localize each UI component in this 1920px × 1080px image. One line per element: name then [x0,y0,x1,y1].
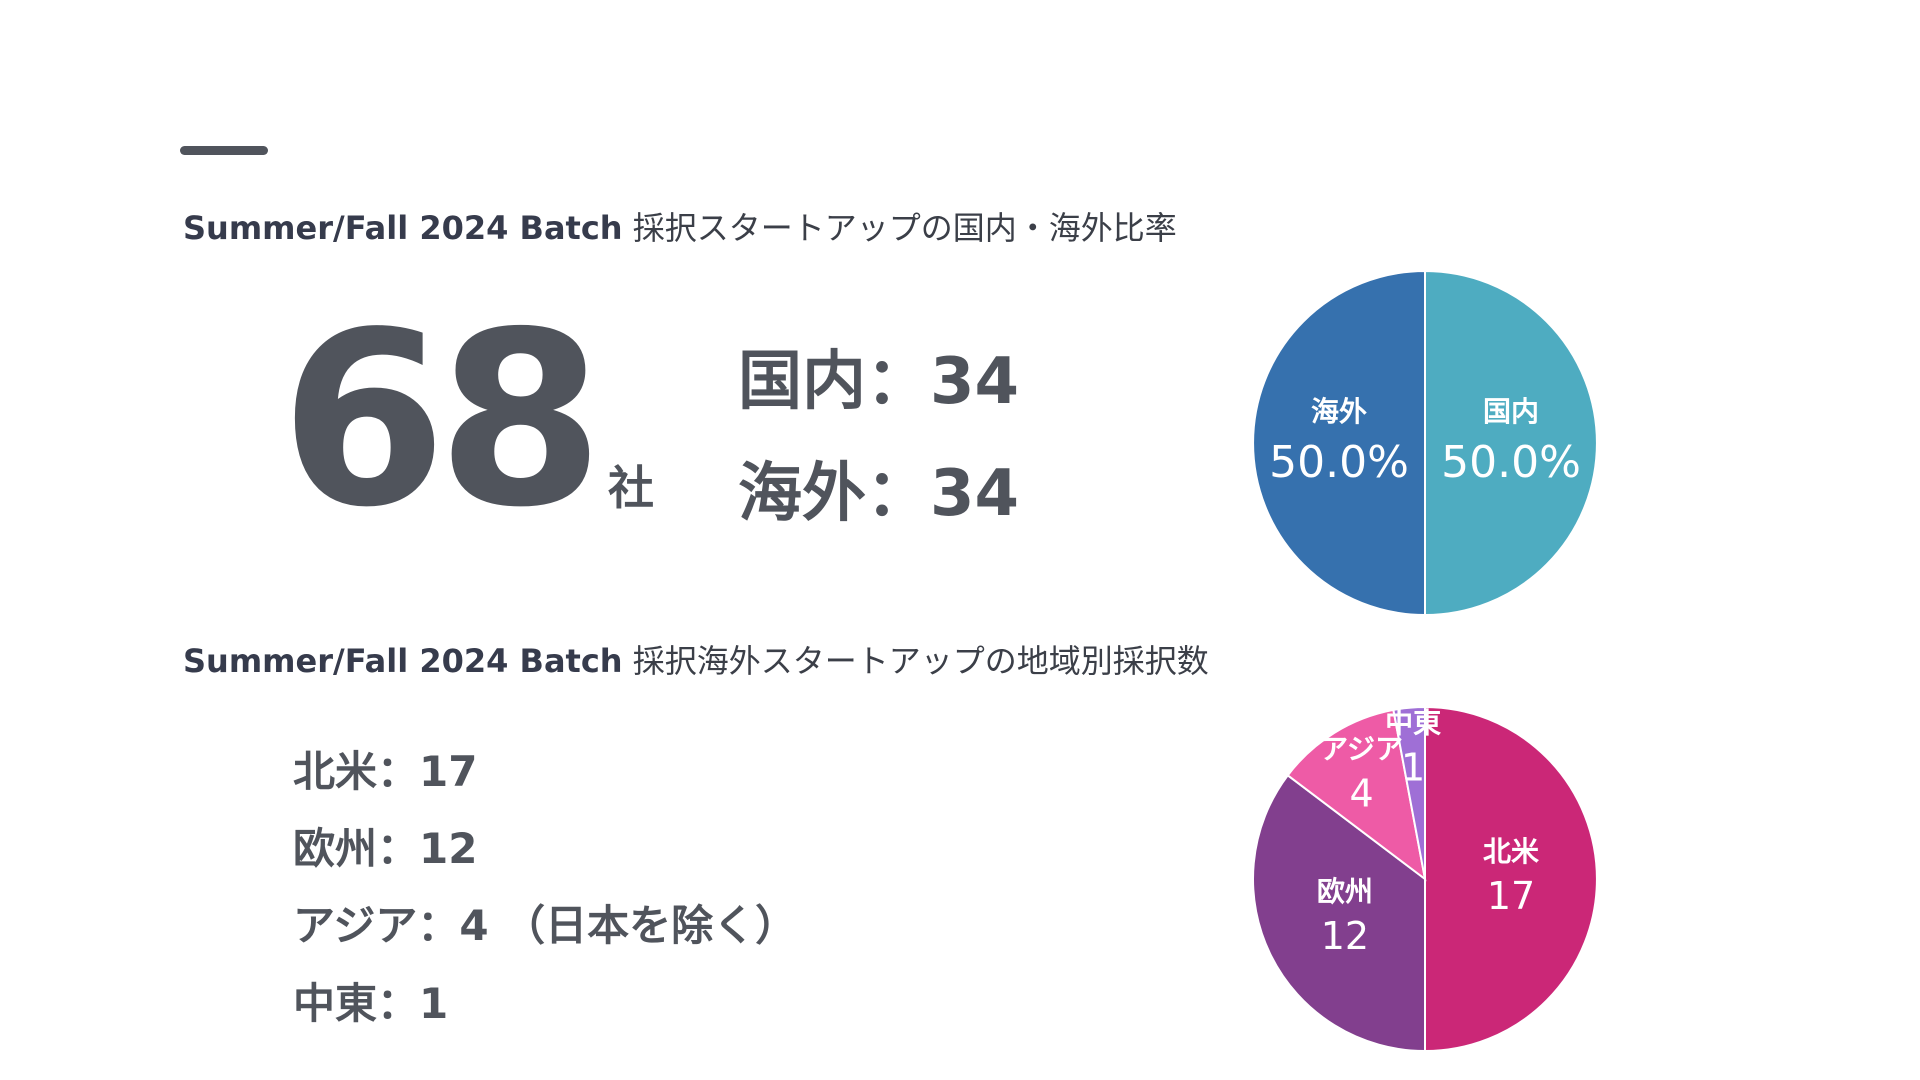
total-count: 68 社 [280,300,654,540]
pie-slice [1252,773,1426,1053]
region-north-america: 北米：17 [293,747,478,796]
section-heading-regions: Summer/Fall 2024 Batch 採択海外スタートアップの地域別採択… [183,636,1209,682]
pie-slice-name: 中東 [1385,707,1441,740]
pie-slice-value: 50.0% [1269,437,1409,488]
pie-slice-label: 北米 17 [1483,835,1539,918]
pie-slice [1252,269,1426,617]
pie-slice-name: 欧州 [1317,875,1373,908]
heading-batch-name: Summer/Fall 2024 Batch [183,642,623,680]
section-heading-ratio: Summer/Fall 2024 Batch 採択スタートアップの国内・海外比率 [183,203,1177,249]
pie-slice-name: 海外 [1311,395,1367,428]
region-pie-chart: 北米 17 欧州 12 アジア 4 中東 1 [1252,705,1598,1053]
heading-title: 採択スタートアップの国内・海外比率 [632,209,1177,247]
pie-slice-value: 4 [1350,772,1374,816]
total-unit: 社 [607,461,654,515]
pie-slice-name: 国内 [1483,395,1539,428]
pie-slice-label: 欧州 12 [1317,875,1373,958]
accent-bar [180,146,268,155]
region-asia: アジア：4 （日本を除く） [293,901,798,950]
pie-slice-label: 国内 50.0% [1441,395,1581,488]
pie-slice-label: 海外 50.0% [1269,395,1409,488]
total-number: 68 [280,280,604,560]
pie-slice-value: 50.0% [1441,437,1581,488]
heading-title: 採択海外スタートアップの地域別採択数 [632,642,1209,680]
overseas-count: 海外：34 [738,457,1020,531]
pie-slice-label: 中東 1 [1385,707,1441,790]
pie-slice-value: 12 [1321,914,1369,958]
pie-slice-name: アジア [1320,733,1403,766]
region-middle-east: 中東：1 [293,979,449,1028]
pie-slice-value: 1 [1401,746,1425,790]
domestic-count: 国内：34 [738,345,1020,419]
region-europe: 欧州：12 [293,824,478,873]
pie-slice [1424,269,1598,617]
pie-slice [1424,705,1598,1053]
pie-slice-name: 北米 [1483,835,1539,868]
pie-slice [1392,705,1426,880]
pie-slice-value: 17 [1487,874,1535,918]
ratio-pie-chart: 国内 50.0% 海外 50.0% [1252,269,1598,617]
heading-batch-name: Summer/Fall 2024 Batch [183,209,623,247]
pie-slice-label: アジア 4 [1320,733,1403,816]
pie-slice [1286,708,1427,882]
